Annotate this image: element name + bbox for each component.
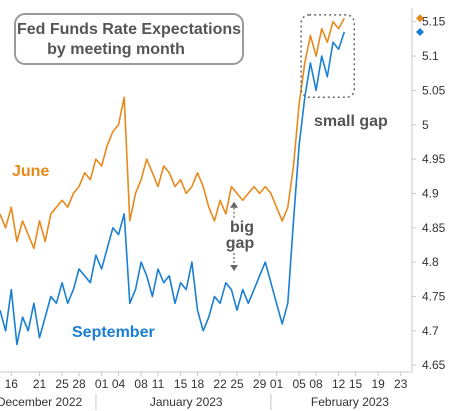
x-tick-label: 05 xyxy=(292,377,306,391)
x-tick-label: 15 xyxy=(174,377,188,391)
x-tick-label: 29 xyxy=(253,377,267,391)
month-label: December 2022 xyxy=(0,395,83,409)
y-tick-label: 4.65 xyxy=(422,358,446,372)
month-label: January 2023 xyxy=(150,395,223,409)
x-tick-label: 22 xyxy=(213,377,227,391)
y-tick-label: 4.95 xyxy=(422,152,446,166)
series-line-september xyxy=(0,31,346,346)
y-tick-label: 5.15 xyxy=(422,15,446,29)
x-tick-label: 15 xyxy=(349,377,363,391)
series-label-june: June xyxy=(12,163,49,180)
x-axis-ticks: 16 21 25 28 01 04 08 11 15 18 22 25 29 01 05 08 12 15 19 23 xyxy=(5,372,408,391)
y-tick-label: 5 xyxy=(422,118,429,132)
x-tick-label: 25 xyxy=(55,377,69,391)
x-tick-label: 19 xyxy=(371,377,385,391)
y-tick-label: 4.7 xyxy=(422,324,439,338)
x-tick-label: 25 xyxy=(230,377,244,391)
month-label: February 2023 xyxy=(311,395,389,409)
y-tick-label: 4.8 xyxy=(422,255,439,269)
small-gap-label: small gap xyxy=(314,113,388,130)
annotation-layer: big gap small gap xyxy=(226,14,388,271)
x-tick-label: 04 xyxy=(112,377,126,391)
y-tick-label: 4.75 xyxy=(422,289,446,303)
x-tick-label: 23 xyxy=(394,377,408,391)
y-tick-label: 4.85 xyxy=(422,221,446,235)
y-tick-label: 5.1 xyxy=(422,49,439,63)
last-value-marker-june xyxy=(416,14,424,23)
series-layer xyxy=(0,14,424,346)
x-tick-label: 28 xyxy=(72,377,86,391)
x-tick-label: 01 xyxy=(270,377,284,391)
series-label-september: September xyxy=(72,324,155,341)
series-line-june xyxy=(0,17,345,250)
x-tick-label: 18 xyxy=(191,377,205,391)
x-tick-label: 11 xyxy=(152,377,165,391)
big-gap-label-line2: gap xyxy=(226,235,255,252)
last-value-marker-september xyxy=(416,28,424,37)
y-axis-ticks: 4.65 4.7 4.75 4.8 4.85 4.9 4.95 5 5.05 5.1 5.15 xyxy=(412,15,446,372)
x-tick-label: 01 xyxy=(95,377,109,391)
x-tick-label: 08 xyxy=(134,377,148,391)
big-gap-label-line1: big xyxy=(230,219,254,236)
x-tick-label: 08 xyxy=(309,377,323,391)
y-tick-label: 5.05 xyxy=(422,83,446,97)
month-labels: December 2022 January 2023 February 2023 xyxy=(0,394,389,410)
small-gap-box xyxy=(300,14,356,99)
big-gap-arrowhead-up xyxy=(230,201,239,208)
chart-title-line1: Fed Funds Rate Expectations xyxy=(17,21,241,38)
x-tick-label: 12 xyxy=(332,377,346,391)
chart-title-line2: by meeting month xyxy=(47,41,185,58)
big-gap-arrowhead-down xyxy=(230,264,239,271)
x-tick-label: 21 xyxy=(33,377,47,391)
title-box xyxy=(14,13,244,65)
y-tick-label: 4.9 xyxy=(422,186,439,200)
x-tick-label: 16 xyxy=(5,377,19,391)
